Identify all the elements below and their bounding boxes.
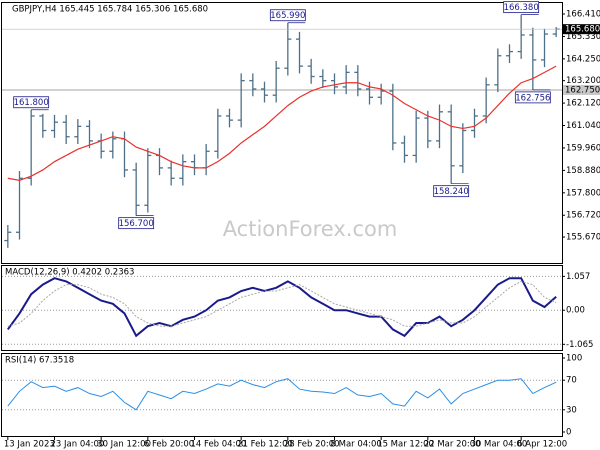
y-tick-label: 0.00	[566, 306, 585, 316]
x-tick-label: 13 Jan 2023	[4, 440, 55, 450]
y-tick-label: 162.120	[566, 99, 600, 109]
last-price-label: 165.680	[565, 25, 600, 35]
annotation-box	[118, 217, 155, 230]
y-tick-label: 100	[566, 354, 582, 364]
hline-label-box	[563, 85, 600, 96]
x-tick-label: 22 Mar 20:00	[424, 440, 481, 450]
y-tick-label: 30	[566, 405, 577, 415]
y-tick-label: 0	[566, 428, 571, 438]
annotation-box	[514, 91, 551, 104]
y-tick-label: 159.960	[566, 143, 600, 153]
y-tick-label: 161.040	[566, 121, 600, 131]
y-tick-label: 157.800	[566, 188, 600, 198]
x-tick-label: 21 Feb 12:00	[237, 440, 293, 450]
price-panel	[1, 2, 563, 264]
x-tick-label: 14 Feb 04:00	[191, 440, 247, 450]
annotation-label: 162.756	[515, 93, 550, 103]
y-tick-label: 163.200	[566, 76, 600, 86]
x-tick-label: 6 Feb 20:00	[144, 440, 194, 450]
annotation-label: 158.240	[434, 187, 469, 197]
annotation-box	[269, 9, 306, 22]
y-tick-label: 70	[566, 376, 577, 386]
annotation-box	[503, 1, 540, 14]
series-line	[7, 277, 557, 338]
y-tick-label: 158.880	[566, 166, 600, 176]
x-tick-label: 15 Mar 12:00	[377, 440, 434, 450]
x-tick-label: 6 Apr 12:00	[517, 440, 567, 450]
moving-average	[7, 65, 557, 181]
y-tick-label: 166.410	[566, 10, 600, 20]
macd-panel	[1, 265, 563, 351]
annotation-label: 156.700	[119, 219, 154, 229]
y-tick-label: 155.670	[566, 233, 600, 243]
annotation-label: 165.990	[270, 11, 305, 21]
last-price-box	[563, 24, 600, 35]
y-tick-label: 164.250	[566, 54, 600, 64]
annotation-label: 166.380	[504, 3, 539, 13]
x-tick-label: 30 Jan 12:00	[97, 440, 151, 450]
y-tick-label: 1.057	[566, 272, 590, 282]
hline-label: 162.750	[565, 86, 600, 96]
watermark: ActionForex.com	[223, 217, 398, 241]
macd-title: MACD(12,26,9) 0.4202 0.2363	[5, 268, 134, 278]
y-tick-label: 165.330	[566, 32, 600, 42]
annotation-box	[13, 96, 50, 109]
annotation-label: 161.800	[14, 98, 49, 108]
price-title: GBPJPY,H4 165.445 165.784 165.306 165.68…	[12, 5, 208, 15]
x-tick-label: 23 Jan 04:00	[51, 440, 105, 450]
y-tick-label: 156.720	[566, 211, 600, 221]
y-tick-label: -1.065	[566, 340, 593, 350]
series-line	[7, 280, 557, 327]
annotation-box	[433, 185, 470, 198]
series-line	[7, 378, 557, 411]
x-tick-label: 30 Mar 04:00	[471, 440, 528, 450]
rsi-title: RSI(14) 67.3518	[5, 356, 74, 366]
x-tick-label: 8 Mar 04:00	[331, 440, 382, 450]
rsi-panel	[1, 353, 563, 437]
x-tick-label: 28 Feb 20:00	[284, 440, 340, 450]
